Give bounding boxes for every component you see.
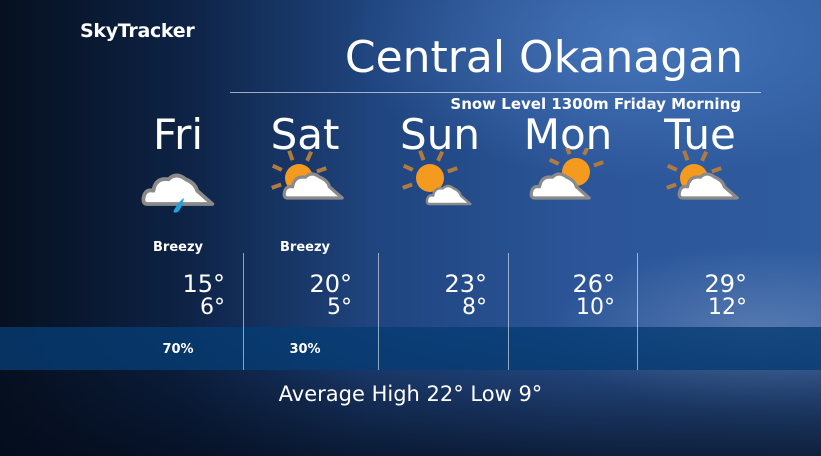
low-temp: 5°: [327, 295, 352, 320]
cloud-sun-icon: [529, 148, 604, 200]
day-name: Sat: [270, 110, 340, 159]
column-divider: [508, 253, 509, 370]
low-temp: 10°: [576, 295, 615, 320]
precip-chance: 70%: [162, 342, 194, 357]
day-column-tue: Tue 29° 12°: [635, 0, 765, 456]
low-temp: 12°: [708, 295, 747, 320]
column-divider: [378, 253, 379, 370]
day-column-sun: Sun 23° 8°: [375, 0, 505, 456]
sun-cloud-icon: [666, 150, 739, 200]
precip-band: [0, 327, 821, 370]
column-divider: [243, 253, 244, 370]
day-name: Fri: [152, 110, 204, 159]
high-temp: 29°: [704, 270, 747, 298]
brand-logo: SkyTracker: [80, 20, 195, 42]
high-temp: 26°: [572, 270, 615, 298]
low-temp: 8°: [462, 295, 487, 320]
subtitle: Snow Level 1300m Friday Morning: [450, 95, 741, 113]
day-column-sat: Sat Breezy 20° 5° 30%: [240, 0, 370, 456]
day-column-mon: Mon 26° 10°: [503, 0, 633, 456]
low-temp: 6°: [200, 295, 225, 320]
sun-small-cloud-icon: [402, 150, 472, 206]
day-name: Sun: [400, 110, 480, 159]
column-divider: [637, 253, 638, 370]
page-title: Central Okanagan: [344, 32, 743, 83]
sun-cloud-icon: [271, 150, 344, 200]
average-temps: Average High 22° Low 9°: [278, 382, 543, 406]
precip-chance: 30%: [289, 342, 321, 357]
high-temp: 15°: [182, 270, 225, 298]
title-divider: [230, 92, 761, 93]
day-column-fri: Fri Breezy 15° 6° 70%: [113, 0, 243, 456]
day-name: Tue: [664, 110, 736, 159]
cloud-rain-icon: [141, 173, 215, 213]
high-temp: 20°: [309, 270, 352, 298]
condition-label: Breezy: [153, 240, 203, 255]
high-temp: 23°: [444, 270, 487, 298]
condition-label: Breezy: [280, 240, 330, 255]
